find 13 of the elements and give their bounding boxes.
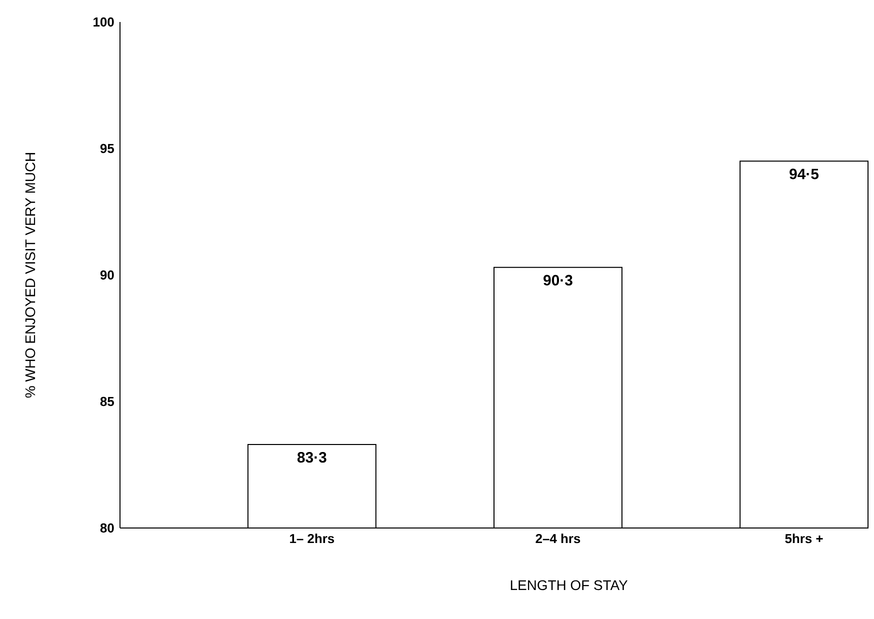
y-tick-label: 80 [100,523,114,533]
y-tick-label: 90 [100,270,114,280]
data-label: 90·3 [544,274,572,286]
x-axis-title: LENGTH OF STAY [510,580,628,590]
data-label: 94·5 [790,168,819,180]
x-tick-label: 1– 2hrs [290,534,334,544]
y-tick-label: 85 [100,396,114,406]
x-tick-label: 5hrs + [785,534,823,544]
y-axis-title: % WHO ENJOYED VISIT VERY MUCH [25,153,36,398]
y-tick-label: 95 [100,144,114,154]
data-label: 83·3 [297,452,326,463]
x-tick-label: 2–4 hrs [536,534,580,544]
y-tick-label: 100 [94,17,114,27]
